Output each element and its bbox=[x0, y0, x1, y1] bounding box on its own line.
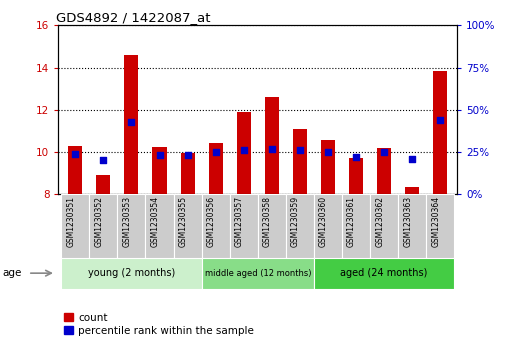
Text: GSM1230357: GSM1230357 bbox=[235, 196, 244, 247]
Bar bbox=[209, 143, 223, 194]
Point bbox=[296, 147, 304, 153]
Text: age: age bbox=[3, 268, 22, 278]
Bar bbox=[61, 258, 202, 289]
Text: GSM1230354: GSM1230354 bbox=[150, 196, 160, 247]
Legend: count, percentile rank within the sample: count, percentile rank within the sample bbox=[64, 313, 254, 336]
Text: young (2 months): young (2 months) bbox=[88, 268, 175, 278]
Bar bbox=[314, 194, 342, 258]
Text: GSM1230352: GSM1230352 bbox=[94, 196, 103, 247]
Point bbox=[212, 149, 220, 155]
Bar bbox=[124, 55, 139, 194]
Bar bbox=[97, 175, 110, 194]
Bar bbox=[202, 194, 230, 258]
Text: GSM1230353: GSM1230353 bbox=[122, 196, 132, 247]
Bar bbox=[258, 194, 286, 258]
Point bbox=[268, 146, 276, 151]
Bar bbox=[202, 258, 314, 289]
Point bbox=[324, 149, 332, 155]
Text: middle aged (12 months): middle aged (12 months) bbox=[205, 269, 311, 278]
Text: aged (24 months): aged (24 months) bbox=[340, 268, 428, 278]
Bar bbox=[321, 140, 335, 194]
Bar bbox=[433, 71, 448, 194]
Text: GSM1230356: GSM1230356 bbox=[207, 196, 216, 247]
Text: GSM1230363: GSM1230363 bbox=[403, 196, 412, 247]
Bar bbox=[180, 153, 195, 194]
Text: GDS4892 / 1422087_at: GDS4892 / 1422087_at bbox=[56, 11, 211, 24]
Text: GSM1230355: GSM1230355 bbox=[179, 196, 187, 247]
Bar bbox=[342, 194, 370, 258]
Point bbox=[155, 152, 164, 158]
Point bbox=[408, 156, 417, 162]
Bar bbox=[237, 112, 251, 194]
Bar bbox=[61, 194, 89, 258]
Point bbox=[436, 117, 444, 123]
Bar bbox=[293, 129, 307, 194]
Bar bbox=[230, 194, 258, 258]
Bar bbox=[89, 194, 117, 258]
Bar bbox=[370, 194, 398, 258]
Point bbox=[380, 149, 388, 155]
Bar bbox=[405, 187, 419, 194]
Bar bbox=[174, 194, 202, 258]
Bar bbox=[426, 194, 454, 258]
Text: GSM1230358: GSM1230358 bbox=[263, 196, 272, 247]
Bar bbox=[398, 194, 426, 258]
Text: GSM1230361: GSM1230361 bbox=[347, 196, 356, 247]
Bar bbox=[152, 147, 167, 194]
Point bbox=[352, 154, 360, 160]
Text: GSM1230360: GSM1230360 bbox=[319, 196, 328, 247]
Point bbox=[183, 152, 192, 158]
Bar bbox=[117, 194, 145, 258]
Bar bbox=[265, 97, 279, 194]
Text: GSM1230351: GSM1230351 bbox=[66, 196, 75, 247]
Text: GSM1230362: GSM1230362 bbox=[375, 196, 384, 247]
Point bbox=[240, 147, 248, 153]
Bar bbox=[377, 148, 391, 194]
Bar bbox=[286, 194, 314, 258]
Bar bbox=[145, 194, 174, 258]
Point bbox=[71, 151, 79, 156]
Bar bbox=[314, 258, 454, 289]
Point bbox=[99, 158, 107, 163]
Point bbox=[128, 119, 136, 125]
Bar bbox=[349, 158, 363, 194]
Text: GSM1230359: GSM1230359 bbox=[291, 196, 300, 247]
Bar bbox=[68, 146, 82, 194]
Text: GSM1230364: GSM1230364 bbox=[431, 196, 440, 247]
